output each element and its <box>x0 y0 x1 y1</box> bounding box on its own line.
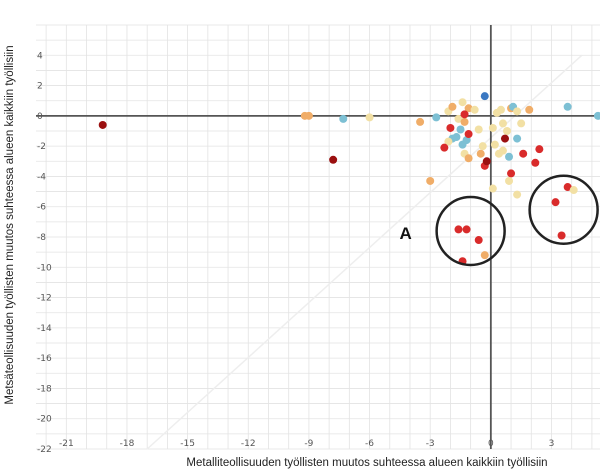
data-point <box>462 136 471 145</box>
y-tick-label: -10 <box>37 263 52 273</box>
data-point <box>505 152 514 161</box>
data-point <box>432 113 441 122</box>
data-point <box>557 231 566 240</box>
data-point <box>498 119 507 128</box>
data-point <box>503 127 512 135</box>
data-point <box>498 146 507 155</box>
x-tick-label: -6 <box>365 439 374 449</box>
data-point <box>464 154 473 163</box>
data-point <box>480 92 489 101</box>
x-tick-label: -3 <box>426 439 435 449</box>
data-point <box>496 105 505 114</box>
data-point <box>474 125 483 134</box>
annotation-label: A <box>399 224 411 243</box>
x-tick-label: -21 <box>59 439 74 449</box>
data-point <box>500 134 509 143</box>
x-tick-label: 3 <box>549 439 555 449</box>
data-point <box>517 119 526 128</box>
y-tick-label: 0 <box>37 112 43 122</box>
data-point <box>490 140 499 149</box>
y-tick-label: -20 <box>37 415 52 425</box>
data-point <box>462 225 471 234</box>
data-point <box>531 158 540 167</box>
data-point <box>304 111 313 120</box>
data-point <box>444 137 453 146</box>
data-point <box>460 117 469 126</box>
data-point <box>488 123 497 132</box>
y-tick-label: -18 <box>37 384 52 394</box>
annotation-circle <box>435 195 506 267</box>
annotation-circle <box>528 174 599 245</box>
data-point <box>458 98 467 107</box>
data-point <box>476 149 485 158</box>
data-point <box>535 145 544 154</box>
data-point <box>454 225 463 234</box>
data-point <box>448 102 457 111</box>
data-point <box>416 117 425 126</box>
data-point <box>525 105 534 114</box>
data-point <box>563 183 572 192</box>
data-point <box>488 184 497 193</box>
data-points <box>98 92 600 266</box>
y-tick-labels: 4 2 0 -2 -4 -6 -8 -10 -12 -14 -16 -18 -20 -22 <box>37 51 52 455</box>
data-point <box>365 113 374 122</box>
y-tick-label: -14 <box>37 324 52 334</box>
data-point <box>513 107 522 116</box>
data-point <box>551 198 560 207</box>
y-tick-label: -6 <box>37 203 46 213</box>
data-point <box>505 176 514 185</box>
data-point <box>464 130 473 139</box>
x-tick-label: -15 <box>180 439 195 449</box>
x-tick-label: -9 <box>304 439 313 449</box>
data-point <box>460 110 469 119</box>
data-point <box>480 251 489 260</box>
x-tick-label: -18 <box>120 439 135 449</box>
y-tick-label: -8 <box>37 233 46 243</box>
y-tick-label: -12 <box>37 294 52 304</box>
data-point <box>456 125 465 134</box>
data-point <box>329 155 338 164</box>
y-tick-label: -22 <box>37 445 52 455</box>
data-point <box>464 104 473 113</box>
data-point <box>478 142 487 151</box>
data-point <box>98 120 107 129</box>
x-tick-labels: -21 -18 -15 -12 -9 -6 -3 0 3 <box>59 439 554 449</box>
x-tick-label: 0 <box>488 439 494 449</box>
data-point <box>482 157 491 166</box>
data-point <box>454 114 463 123</box>
annotations: AB <box>399 174 599 267</box>
y-tick-label: -4 <box>37 172 46 182</box>
data-point <box>513 134 522 143</box>
data-point <box>426 176 435 185</box>
data-point <box>339 114 348 123</box>
x-tick-label: -12 <box>241 439 256 449</box>
y-tick-label: 4 <box>37 51 43 61</box>
data-point <box>507 169 516 178</box>
y-axis-title: Metsäteollisuuden työllisten muutos suht… <box>4 45 16 404</box>
data-point <box>446 123 455 132</box>
data-point <box>593 111 600 120</box>
grid <box>36 24 600 450</box>
data-point <box>569 186 578 195</box>
data-point <box>452 133 461 142</box>
data-point <box>513 190 522 199</box>
y-tick-label: 2 <box>37 82 43 92</box>
data-point <box>474 236 483 245</box>
data-point <box>470 105 479 114</box>
y-tick-label: -16 <box>37 354 52 364</box>
data-point <box>440 143 449 152</box>
data-point <box>519 149 528 158</box>
x-axis-title: Metalliteollisuuden työllisten muutos su… <box>186 457 547 469</box>
y-tick-label: -2 <box>37 142 46 152</box>
diagonal-reference-line <box>146 54 583 450</box>
data-point <box>563 102 572 111</box>
